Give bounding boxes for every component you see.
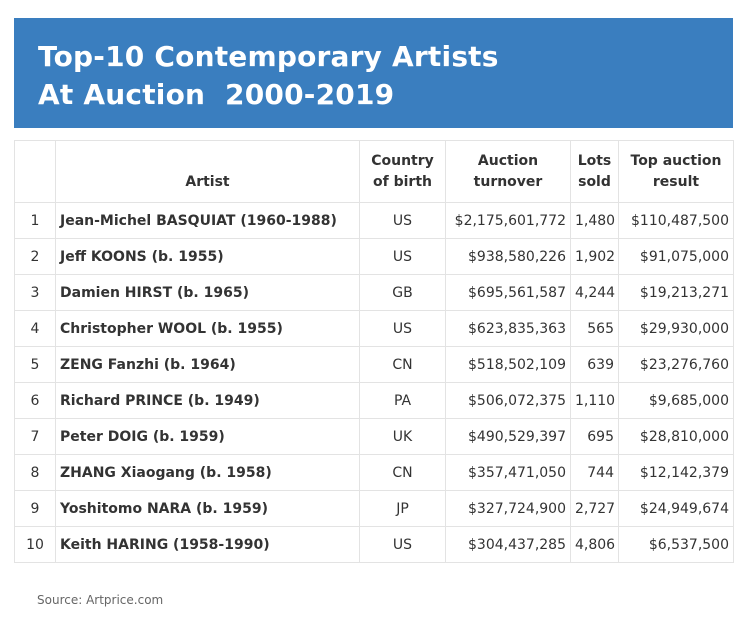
top-result-cell: $23,276,760 [618, 346, 734, 383]
table-row: 6 Richard PRINCE (b. 1949) PA $506,072,3… [14, 382, 734, 419]
artist-link[interactable]: Christopher WOOL (b. 1955) [55, 310, 360, 347]
lots-cell: 1,480 [570, 202, 619, 239]
lots-cell: 565 [570, 310, 619, 347]
turnover-cell: $623,835,363 [445, 310, 571, 347]
top-result-cell: $9,685,000 [618, 382, 734, 419]
artist-link[interactable]: Keith HARING (1958-1990) [55, 526, 360, 563]
artist-link[interactable]: Yoshitomo NARA (b. 1959) [55, 490, 360, 527]
artist-link[interactable]: Richard PRINCE (b. 1949) [55, 382, 360, 419]
source-note: Source: Artprice.com [37, 593, 164, 607]
rank-cell: 10 [14, 526, 56, 563]
table-row: 2 Jeff KOONS (b. 1955) US $938,580,226 1… [14, 238, 734, 275]
turnover-header: Auction turnover [445, 140, 571, 203]
lots-cell: 744 [570, 454, 619, 491]
table-row: 10 Keith HARING (1958-1990) US $304,437,… [14, 526, 734, 563]
artist-header: Artist [55, 140, 360, 203]
table-row: 5 ZENG Fanzhi (b. 1964) CN $518,502,109 … [14, 346, 734, 383]
top-result-header: Top auction result [618, 140, 734, 203]
turnover-cell: $938,580,226 [445, 238, 571, 275]
top-result-cell: $6,537,500 [618, 526, 734, 563]
artist-link[interactable]: Peter DOIG (b. 1959) [55, 418, 360, 455]
artist-link[interactable]: Damien HIRST (b. 1965) [55, 274, 360, 311]
artist-link[interactable]: ZENG Fanzhi (b. 1964) [55, 346, 360, 383]
lots-cell: 639 [570, 346, 619, 383]
turnover-cell: $357,471,050 [445, 454, 571, 491]
turnover-cell: $304,437,285 [445, 526, 571, 563]
lots-cell: 4,244 [570, 274, 619, 311]
country-header: Country of birth [359, 140, 446, 203]
table-row: 8 ZHANG Xiaogang (b. 1958) CN $357,471,0… [14, 454, 734, 491]
lots-cell: 1,902 [570, 238, 619, 275]
country-cell: PA [359, 382, 446, 419]
turnover-cell: $2,175,601,772 [445, 202, 571, 239]
country-cell: CN [359, 454, 446, 491]
rank-cell: 9 [14, 490, 56, 527]
rank-cell: 3 [14, 274, 56, 311]
country-cell: US [359, 202, 446, 239]
rank-cell: 4 [14, 310, 56, 347]
lots-header: Lots sold [570, 140, 619, 203]
artist-link[interactable]: Jeff KOONS (b. 1955) [55, 238, 360, 275]
rank-cell: 2 [14, 238, 56, 275]
artist-link[interactable]: Jean-Michel BASQUIAT (1960-1988) [55, 202, 360, 239]
table-header-row: Artist Country of birth Auction turnover… [14, 140, 734, 203]
rank-cell: 7 [14, 418, 56, 455]
top-result-cell: $110,487,500 [618, 202, 734, 239]
top-result-cell: $91,075,000 [618, 238, 734, 275]
top-result-cell: $28,810,000 [618, 418, 734, 455]
turnover-cell: $327,724,900 [445, 490, 571, 527]
artists-table: Artist Country of birth Auction turnover… [14, 140, 734, 563]
country-cell: JP [359, 490, 446, 527]
title-line-1: Top-10 Contemporary Artists [38, 40, 499, 73]
rank-header [14, 140, 56, 203]
country-cell: UK [359, 418, 446, 455]
turnover-cell: $506,072,375 [445, 382, 571, 419]
country-cell: US [359, 526, 446, 563]
turnover-cell: $490,529,397 [445, 418, 571, 455]
table-row: 4 Christopher WOOL (b. 1955) US $623,835… [14, 310, 734, 347]
lots-cell: 4,806 [570, 526, 619, 563]
country-cell: CN [359, 346, 446, 383]
artist-link[interactable]: ZHANG Xiaogang (b. 1958) [55, 454, 360, 491]
table-row: 1 Jean-Michel BASQUIAT (1960-1988) US $2… [14, 202, 734, 239]
title-banner: Top-10 Contemporary Artists At Auction 2… [14, 18, 733, 128]
rank-cell: 1 [14, 202, 56, 239]
top-result-cell: $24,949,674 [618, 490, 734, 527]
lots-cell: 1,110 [570, 382, 619, 419]
country-cell: US [359, 238, 446, 275]
turnover-cell: $695,561,587 [445, 274, 571, 311]
table-row: 3 Damien HIRST (b. 1965) GB $695,561,587… [14, 274, 734, 311]
rank-cell: 5 [14, 346, 56, 383]
country-cell: GB [359, 274, 446, 311]
lots-cell: 695 [570, 418, 619, 455]
country-cell: US [359, 310, 446, 347]
table-row: 9 Yoshitomo NARA (b. 1959) JP $327,724,9… [14, 490, 734, 527]
top-result-cell: $12,142,379 [618, 454, 734, 491]
rank-cell: 8 [14, 454, 56, 491]
title-line-2: At Auction 2000-2019 [38, 78, 395, 111]
top-result-cell: $29,930,000 [618, 310, 734, 347]
turnover-cell: $518,502,109 [445, 346, 571, 383]
rank-cell: 6 [14, 382, 56, 419]
table-row: 7 Peter DOIG (b. 1959) UK $490,529,397 6… [14, 418, 734, 455]
lots-cell: 2,727 [570, 490, 619, 527]
top-result-cell: $19,213,271 [618, 274, 734, 311]
